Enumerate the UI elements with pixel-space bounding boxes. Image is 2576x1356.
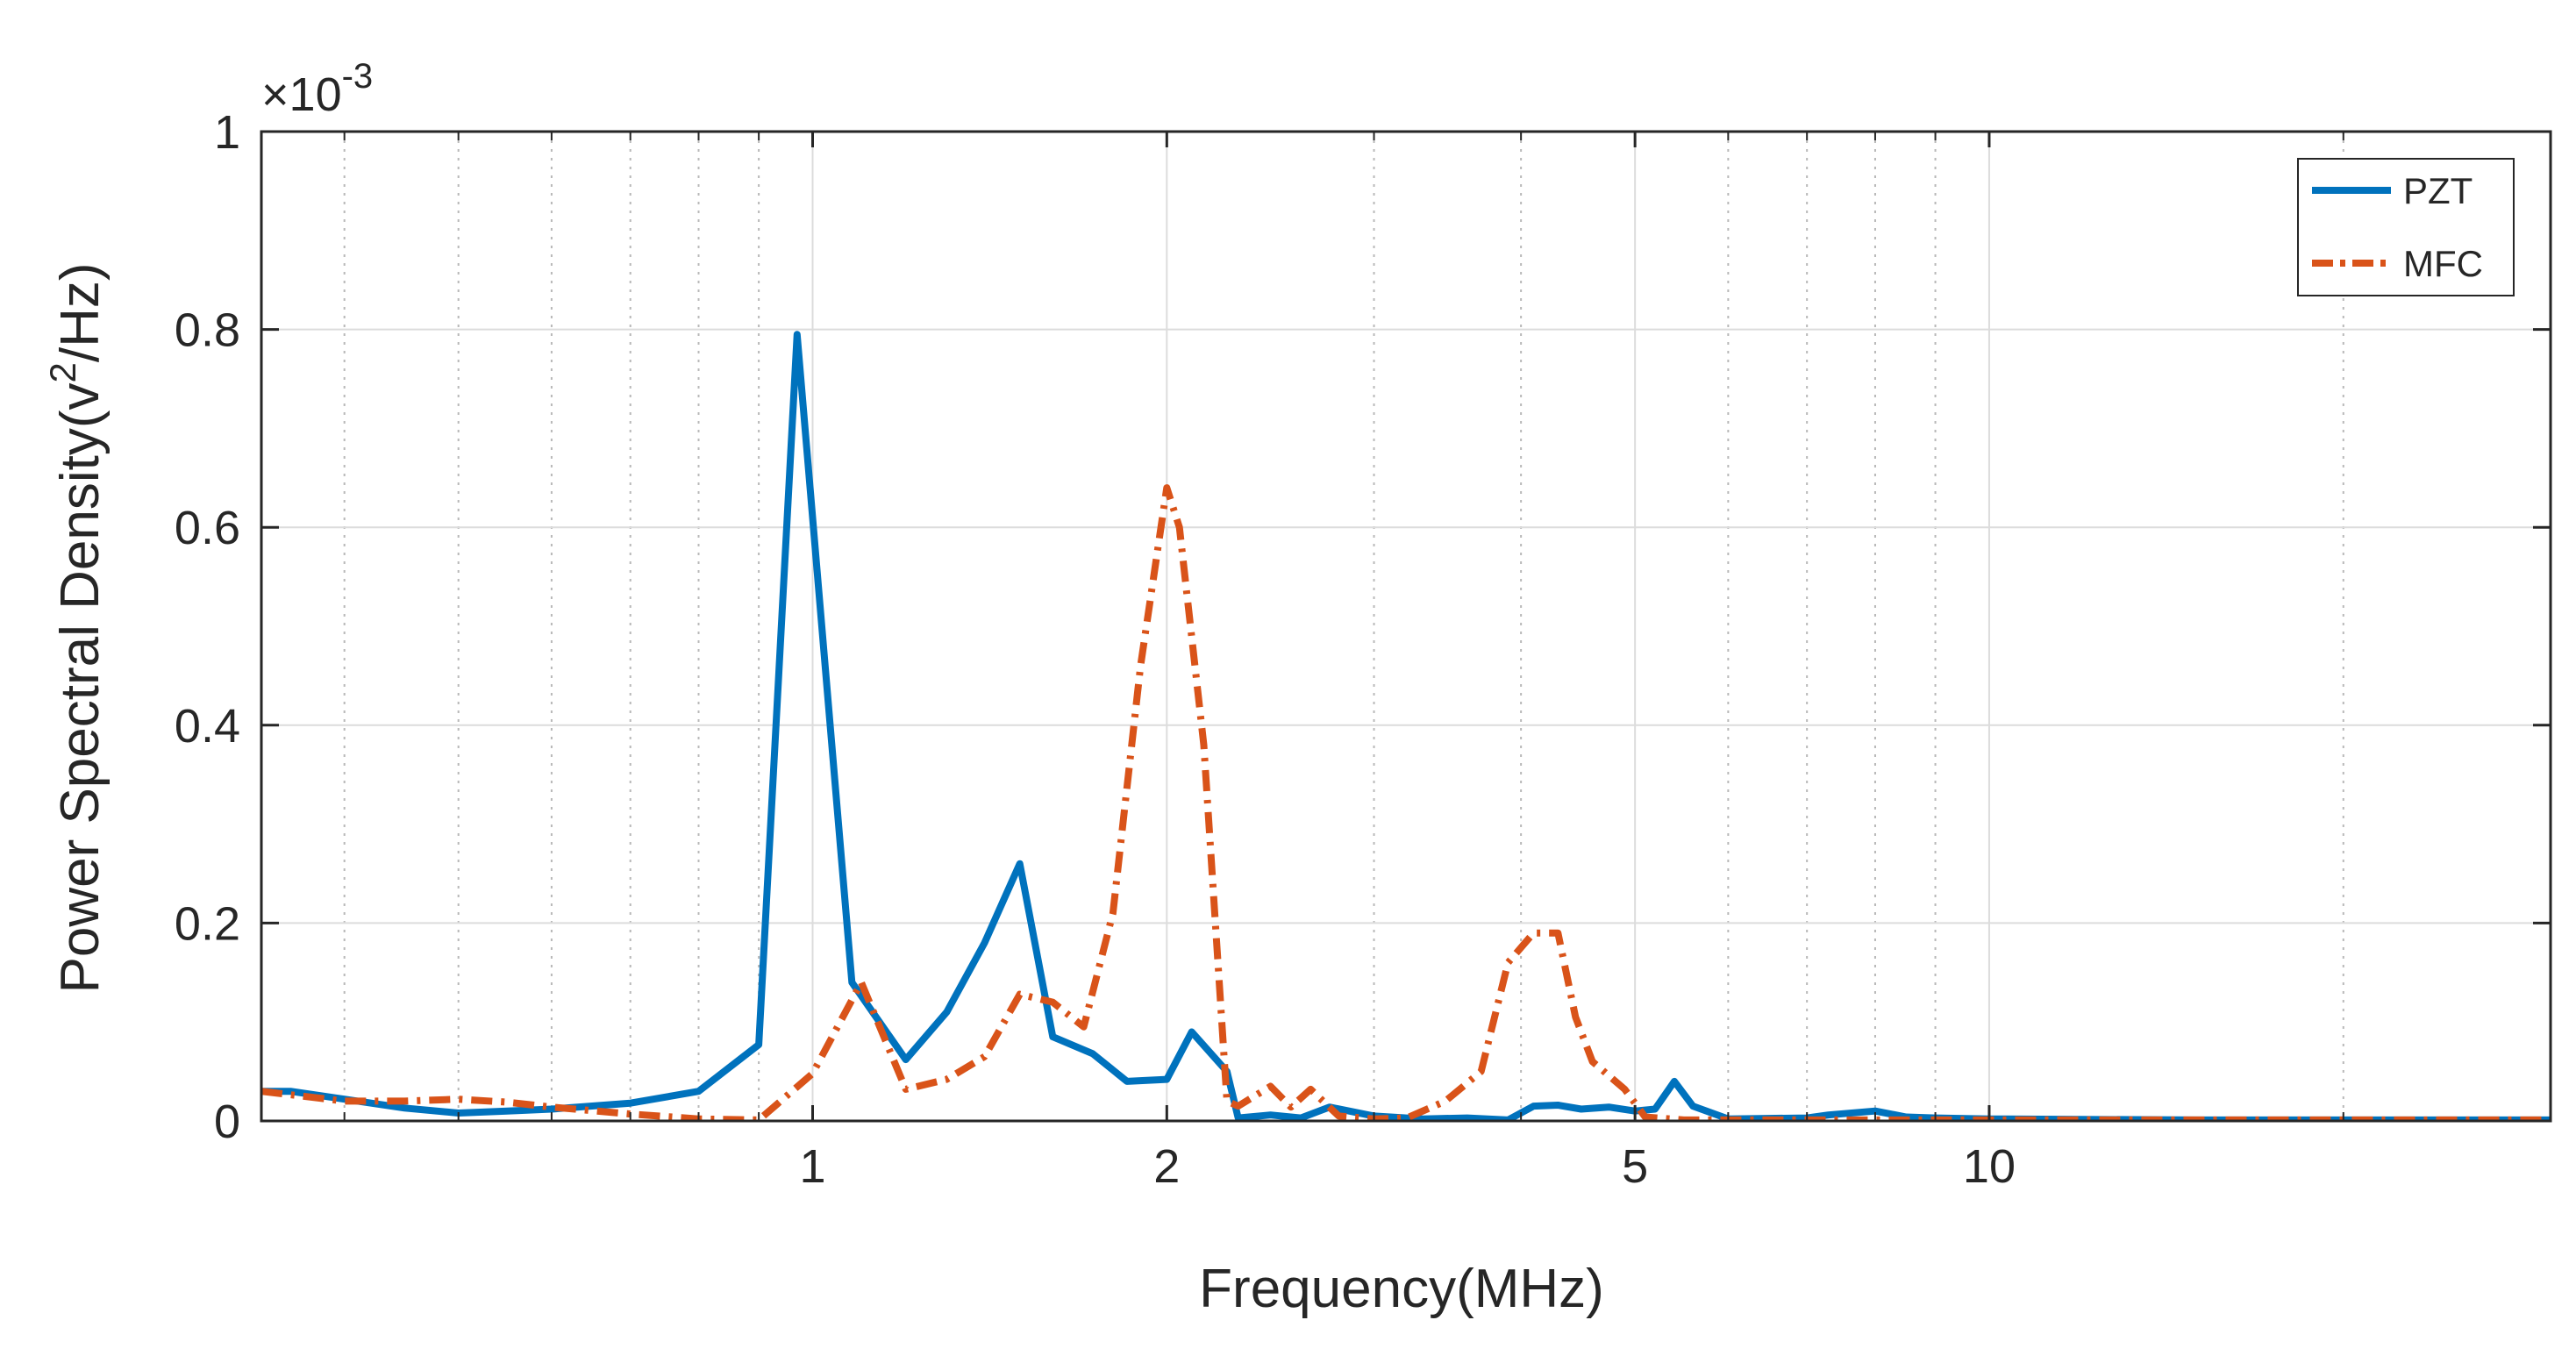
y-tick-label: 1 (214, 106, 240, 159)
y-axis-label-main: Power Spectral Density(v (50, 382, 111, 993)
legend-box (2297, 158, 2515, 296)
y-exponent: ×10-3 (261, 57, 373, 121)
axis-ticks (261, 130, 2551, 1123)
x-axis-label: Frequency(MHz) (1199, 1259, 1604, 1319)
y-exponent-base: ×10 (261, 68, 342, 121)
y-exponent-power: -3 (342, 57, 374, 96)
axis-tick-labels: 1 2 5 10 0 0.2 0.4 0.6 0.8 1 (175, 106, 2016, 1193)
y-tick-label: 0.2 (175, 897, 240, 950)
x-tick-label: 5 (1622, 1140, 1648, 1193)
legend: PZT MFC (2297, 158, 2515, 296)
y-axis-label-end: /Hz) (50, 262, 111, 362)
y-tick-label: 0.6 (175, 502, 240, 554)
y-tick-label: 0 (214, 1096, 240, 1148)
minor-grid (343, 132, 2344, 1121)
x-tick-label: 10 (1963, 1140, 2016, 1193)
y-tick-label: 0.4 (175, 700, 240, 753)
plot-frame (260, 130, 2552, 1123)
legend-label-mfc: MFC (2403, 243, 2483, 284)
y-tick-label: 0.8 (175, 304, 240, 357)
legend-label-pzt: PZT (2403, 170, 2473, 211)
x-tick-label: 2 (1153, 1140, 1180, 1193)
major-grid (261, 132, 2551, 1121)
y-axis-label-superscript: 2 (42, 362, 83, 382)
y-axis-label: Power Spectral Density(v2/Hz) (42, 262, 111, 993)
x-tick-label: 1 (799, 1140, 825, 1193)
